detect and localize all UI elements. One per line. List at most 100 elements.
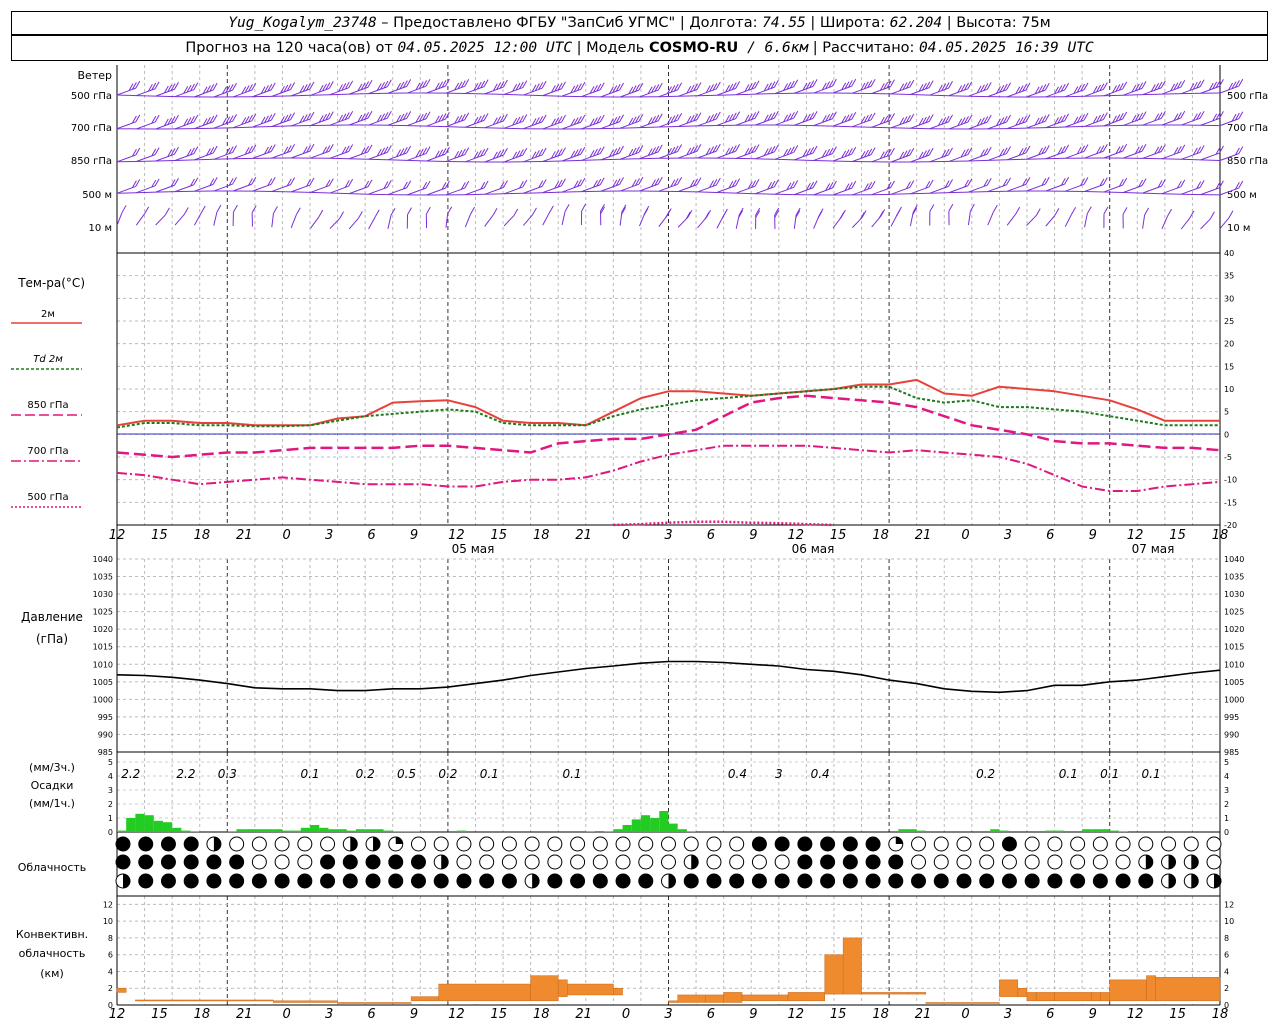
wind-barb-feather (909, 147, 915, 156)
wind-barb-feather (522, 179, 528, 188)
wind-barb-feather (557, 116, 563, 124)
wind-barb-feather (1080, 114, 1086, 122)
cloud-cover-symbol (274, 873, 290, 889)
pressure-title: Давление (21, 610, 83, 624)
wind-barb-feather (654, 178, 660, 186)
wind-barb-feather (964, 116, 969, 124)
wind-barb-feather (341, 83, 347, 91)
wind-barb-feather (643, 208, 649, 216)
wind-barb-feather (1080, 145, 1086, 153)
cloud-cover-symbol (638, 836, 654, 852)
wind-barb-feather (380, 113, 386, 121)
header-separator: | (805, 15, 820, 31)
wind-barb-feather (754, 111, 760, 119)
wind-barb-feather (747, 181, 753, 189)
precip-bar (346, 830, 356, 832)
wind-barb-feather (825, 81, 831, 89)
wind-barb-feather (890, 147, 895, 156)
wind-barb-feather (339, 211, 345, 219)
wind-barb-feather (1073, 86, 1079, 94)
precip-bar (1091, 829, 1101, 832)
y-tick-label: 8 (108, 934, 113, 943)
wind-barb-feather (767, 113, 773, 121)
wind-barb-feather (309, 143, 315, 152)
wind-barb-feather (512, 84, 518, 92)
wind-barb-feather (1038, 147, 1043, 156)
wind-barb-feather (983, 116, 989, 124)
wind-barb-feather (580, 82, 586, 90)
wind-barb-feather (325, 145, 331, 153)
wind-barb-feather (906, 149, 911, 157)
wind-barb-feather (1083, 82, 1089, 91)
wind-barb-feather (744, 84, 750, 92)
x-tick-label: 0 (622, 1007, 630, 1022)
wind-barb (542, 212, 550, 226)
y-tick-label: 1035 (93, 573, 113, 582)
wind-barb-feather (860, 151, 866, 159)
wind-barb-feather (980, 117, 985, 125)
wind-barb-feather (654, 114, 660, 123)
wind-barb-feather (251, 82, 257, 91)
x-tick-label: 3 (664, 528, 672, 543)
wind-barb-feather (712, 82, 718, 91)
cloud-cover-symbol (706, 873, 722, 889)
wind-barb-feather (1238, 78, 1244, 87)
wind-barb-feather (812, 145, 818, 154)
wind-barb-feather (174, 82, 179, 90)
cloud-half-fill (123, 874, 130, 888)
x-tick-label: 12 (787, 528, 804, 543)
wind-barb-feather (441, 113, 447, 121)
wind-barb-feather (886, 181, 892, 190)
wind-barb-feather (599, 82, 605, 90)
wind-barb-feather (415, 82, 421, 91)
wind-barb-feather (407, 207, 412, 215)
cloud-half-fill (1214, 874, 1221, 888)
wind-barb-feather (999, 148, 1005, 157)
wind-barb-feather (1212, 113, 1218, 122)
wind-barb-feather (212, 177, 218, 185)
wind-barb-feather (573, 149, 579, 157)
precip-total-label: 2.2 (121, 767, 140, 781)
x-tick-label: 15 (1169, 1007, 1186, 1022)
wind-barb-feather (554, 149, 560, 158)
wind-barb-feather (557, 179, 563, 188)
cloud-cover-symbol (979, 854, 995, 870)
wind-barb-feather (561, 147, 566, 155)
wind-barb-feather (464, 147, 470, 155)
cloud-cover-symbol (797, 836, 813, 852)
wind-barb-feather (541, 179, 547, 187)
wind-barb-feather (244, 116, 250, 124)
wind-barb-feather (228, 84, 234, 92)
x-tick-label: 12 (448, 1007, 465, 1022)
wind-barb-feather (383, 112, 389, 120)
wind-barb-feather (561, 81, 566, 90)
convective-bar (273, 1000, 338, 1003)
wind-barb-feather (183, 118, 189, 126)
wind-barb-feather (422, 80, 428, 88)
wind-barb-feather (318, 209, 324, 218)
wind-barb-feather (241, 117, 247, 125)
wind-barb-feather (890, 113, 895, 121)
wind-barb-feather (825, 113, 831, 122)
cloud-cover-symbol (570, 873, 586, 889)
wind-barb-feather (1054, 117, 1059, 125)
wind-barb-feather (1157, 145, 1163, 153)
wind-barb-feather (751, 112, 757, 120)
wind-barb-feather (577, 116, 582, 124)
wind-barb-feather (515, 82, 521, 91)
cloud-cover-symbol (797, 873, 813, 889)
precip-bar (374, 829, 384, 832)
wind-barb-feather (328, 111, 334, 119)
y-tick-label: 2 (1224, 984, 1229, 993)
wind-level-line (116, 92, 1221, 98)
cloud-cover-symbol (592, 873, 608, 889)
wind-barb-feather (1173, 82, 1179, 90)
precip-total-label: 0.1 (480, 767, 499, 781)
wind-barb-feather (957, 85, 963, 93)
wind-barb-feather (928, 80, 934, 88)
wind-barb-feather (789, 181, 795, 189)
wind-barb-feather (793, 145, 799, 153)
cloud-cover-symbol (479, 854, 495, 870)
wind-barb-feather (612, 116, 618, 125)
precip-total-label: 0.2 (976, 767, 995, 781)
